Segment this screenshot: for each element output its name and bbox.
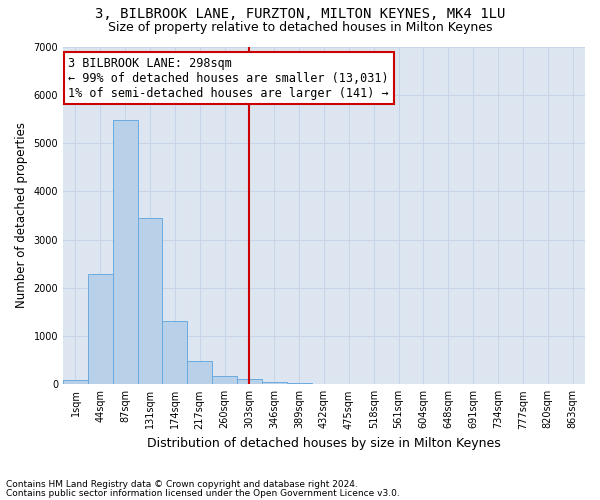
Bar	[237, 380, 262, 384]
Text: Contains HM Land Registry data © Crown copyright and database right 2024.: Contains HM Land Registry data © Crown c…	[6, 480, 358, 489]
Bar	[212, 376, 237, 384]
Bar	[287, 383, 311, 384]
Text: Contains public sector information licensed under the Open Government Licence v3: Contains public sector information licen…	[6, 490, 400, 498]
X-axis label: Distribution of detached houses by size in Milton Keynes: Distribution of detached houses by size …	[147, 437, 501, 450]
Bar	[187, 361, 212, 384]
Bar	[88, 274, 113, 384]
Y-axis label: Number of detached properties: Number of detached properties	[15, 122, 28, 308]
Bar	[113, 120, 137, 384]
Bar	[63, 380, 88, 384]
Bar	[137, 218, 163, 384]
Text: 3, BILBROOK LANE, FURZTON, MILTON KEYNES, MK4 1LU: 3, BILBROOK LANE, FURZTON, MILTON KEYNES…	[95, 8, 505, 22]
Bar	[262, 382, 287, 384]
Text: 3 BILBROOK LANE: 298sqm
← 99% of detached houses are smaller (13,031)
1% of semi: 3 BILBROOK LANE: 298sqm ← 99% of detache…	[68, 56, 389, 100]
Bar	[163, 320, 187, 384]
Text: Size of property relative to detached houses in Milton Keynes: Size of property relative to detached ho…	[108, 21, 492, 34]
